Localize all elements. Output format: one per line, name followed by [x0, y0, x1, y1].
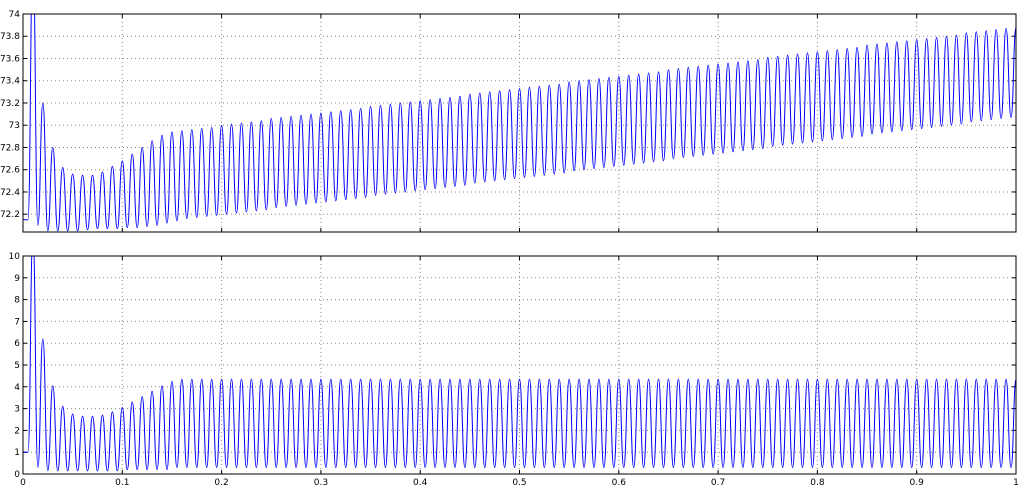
signal-line — [23, 256, 1016, 472]
y-tick-label: 73 — [9, 121, 20, 131]
x-tick-label: 0.7 — [711, 478, 725, 488]
y-tick-label: 73.2 — [0, 99, 20, 109]
y-tick-label: 72.8 — [0, 143, 20, 153]
y-tick-label: 3 — [14, 405, 20, 415]
y-tick-label: 8 — [14, 296, 20, 306]
y-tick-label: 4 — [14, 383, 20, 393]
y-tick-label: 10 — [9, 252, 21, 262]
y-tick-label: 0 — [14, 470, 20, 480]
axes-frame — [22, 13, 1017, 233]
y-tick-label: 1 — [14, 448, 20, 458]
subplot: 0 1 2 3 4 5 6 7 8 9 10 0 0.1 0.2 0.3 0.4 0.5 0.6 0.7 0.8 0.9… — [9, 252, 1019, 488]
x-tick-label: 0.6 — [612, 478, 627, 488]
y-tick-label: 73.4 — [0, 77, 20, 87]
x-tick-label: 0.2 — [214, 478, 228, 488]
y-tick-label: 72.2 — [0, 210, 20, 220]
y-tick-label: 5 — [14, 361, 20, 371]
y-tick-label: 74 — [9, 10, 21, 20]
signal-line — [23, 14, 1016, 232]
y-tick-label: 72.4 — [0, 188, 20, 198]
x-tick-label: 0.9 — [910, 478, 925, 488]
y-tick-label: 72.6 — [0, 166, 20, 176]
x-tick-label: 0.5 — [512, 478, 526, 488]
x-tick-label: 0.3 — [314, 478, 328, 488]
y-tick-label: 2 — [14, 426, 20, 436]
y-tick-label: 6 — [14, 339, 20, 349]
subplot: 72.2 72.4 72.6 72.8 73 73.2 73.4 73.6 73.8 74 — [0, 10, 1017, 233]
x-tick-label: 0.4 — [413, 478, 428, 488]
x-tick-label: 1 — [1013, 478, 1019, 488]
x-tick-label: 0 — [20, 478, 26, 488]
y-tick-label: 73.8 — [0, 32, 20, 42]
x-tick-label: 0.8 — [810, 478, 825, 488]
y-tick-label: 73.6 — [0, 54, 20, 64]
axes-frame — [22, 255, 1017, 475]
x-tick-label: 0.1 — [115, 478, 129, 488]
y-tick-label: 7 — [14, 317, 20, 327]
y-tick-label: 9 — [14, 274, 20, 284]
